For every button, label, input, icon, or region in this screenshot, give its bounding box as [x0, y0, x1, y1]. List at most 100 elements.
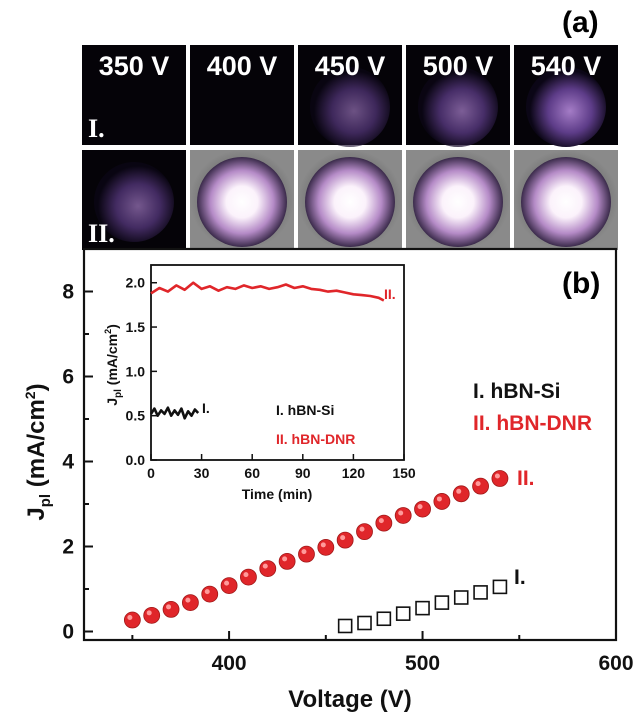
- data-point-series-1: [453, 590, 469, 605]
- data-point-highlight: [398, 510, 404, 516]
- plasma-glow: [526, 67, 606, 147]
- data-point-series-2: [433, 493, 451, 510]
- data-point-series-2: [181, 594, 199, 611]
- voltage-label: 540 V: [531, 51, 602, 81]
- inset-y-tick-label: 1.5: [126, 319, 146, 335]
- inset-series-line-2: [150, 281, 385, 302]
- plasma-glow: [94, 162, 174, 242]
- data-point-highlight: [282, 556, 288, 562]
- inset-data-marks: [149, 281, 385, 420]
- inset-x-axis-title: Time (min): [242, 486, 313, 502]
- data-point-highlight: [204, 589, 210, 595]
- y-axis-title: Jpl (mA/cm2): [22, 383, 54, 520]
- data-point-series-1: [415, 600, 430, 616]
- data-point-series-2: [414, 500, 431, 518]
- data-point-series-2: [259, 560, 277, 577]
- data-point-series-2: [123, 611, 141, 629]
- plasma-glow: [305, 157, 395, 247]
- y-tick-label: 2: [62, 536, 74, 559]
- data-point-series-2: [394, 507, 412, 524]
- y-tick-label: 0: [62, 621, 74, 644]
- data-point-series-2: [491, 470, 509, 487]
- data-point-highlight: [436, 496, 442, 502]
- data-point-series-2: [278, 552, 296, 570]
- row-label: II.: [88, 219, 115, 248]
- data-point-series-1: [434, 595, 450, 610]
- data-point-series-1: [376, 611, 392, 627]
- data-point-highlight: [166, 604, 172, 610]
- y-tick-label: 4: [62, 451, 74, 474]
- data-point-series-2: [162, 601, 180, 618]
- inset-x-tick-label: 120: [342, 465, 366, 481]
- inset-series-2-end-label: II.: [384, 286, 396, 302]
- data-point-series-2: [201, 585, 219, 603]
- data-point-series-2: [298, 545, 315, 563]
- data-point-series-2: [472, 477, 489, 495]
- x-tick-label: 400: [212, 652, 247, 675]
- inset-x-tick-label: 0: [147, 465, 155, 481]
- data-point-highlight: [224, 580, 230, 586]
- inset-x-tick-label: 150: [392, 465, 416, 481]
- inset-y-tick-label: 0.5: [126, 408, 146, 424]
- inset-y-tick-label: 0.0: [126, 452, 146, 468]
- inset-x-tick-label: 90: [295, 465, 311, 481]
- panel-b-label: (b): [562, 267, 600, 300]
- data-point-highlight: [243, 572, 249, 578]
- plot-frame: [82, 247, 618, 642]
- data-point-highlight: [378, 518, 384, 524]
- panel-a-label: (a): [562, 6, 599, 39]
- inset-y-tick-label: 2.0: [126, 275, 146, 291]
- data-point-series-1: [337, 618, 353, 634]
- data-point-series-1: [473, 585, 488, 600]
- series-2-end-label: II.: [517, 467, 535, 490]
- inset-x-tick-label: 60: [244, 465, 260, 481]
- inset-axes: 0 30 60 90 120 150 0.0 0.5 1.0 1.5 2.0: [126, 275, 416, 481]
- inset-legend-series-2: II. hBN-DNR: [276, 431, 355, 447]
- inset-series-1-end-label: I.: [202, 400, 210, 416]
- x-tick-label: 500: [405, 652, 440, 675]
- data-point-highlight: [494, 473, 500, 479]
- voltage-label: 500 V: [423, 51, 494, 81]
- data-point-series-2: [452, 485, 470, 503]
- series-1-end-label: I.: [514, 566, 526, 589]
- data-point-series-2: [240, 568, 257, 586]
- data-point-highlight: [340, 535, 346, 541]
- main-data-marks: [123, 470, 509, 634]
- discharge-image-frame: [190, 45, 294, 145]
- row-label: I.: [88, 114, 105, 143]
- inset-legend-series-1: I. hBN-Si: [276, 402, 334, 418]
- data-point-highlight: [456, 488, 462, 494]
- data-point-highlight: [127, 615, 133, 621]
- plasma-glow: [310, 67, 390, 147]
- inset-x-tick-label: 30: [194, 465, 210, 481]
- legend-series-1: I. hBN-Si: [473, 380, 561, 403]
- voltage-label: 400 V: [207, 51, 278, 81]
- plasma-glow: [418, 67, 498, 147]
- inset-y-tick-label: 1.0: [126, 363, 146, 379]
- voltage-label: 350 V: [99, 51, 170, 81]
- discharge-images: 350 V 400 V 450 V 500 V 540 V I. II.: [82, 45, 618, 250]
- data-point-series-1: [395, 606, 411, 621]
- discharge-image-frame: [82, 45, 186, 145]
- legend-series-2: II. hBN-DNR: [473, 412, 592, 435]
- data-point-series-1: [492, 579, 508, 595]
- inset-frame: [150, 264, 405, 461]
- x-tick-label: 600: [598, 652, 633, 675]
- plasma-glow: [521, 157, 611, 247]
- data-point-highlight: [146, 610, 152, 616]
- data-point-highlight: [359, 526, 365, 532]
- inset-y-axis-title: Jpl (mA/cm2): [103, 324, 124, 406]
- data-point-series-1: [357, 615, 372, 631]
- data-point-series-2: [317, 538, 335, 556]
- y-tick-label: 8: [62, 281, 74, 304]
- plasma-glow: [197, 157, 287, 247]
- data-point-highlight: [301, 549, 307, 555]
- data-point-series-2: [375, 514, 393, 532]
- data-point-series-2: [336, 531, 354, 549]
- data-point-highlight: [185, 597, 191, 603]
- x-axis-title: Voltage (V): [288, 686, 412, 713]
- data-point-highlight: [475, 481, 481, 487]
- data-point-series-2: [220, 577, 238, 594]
